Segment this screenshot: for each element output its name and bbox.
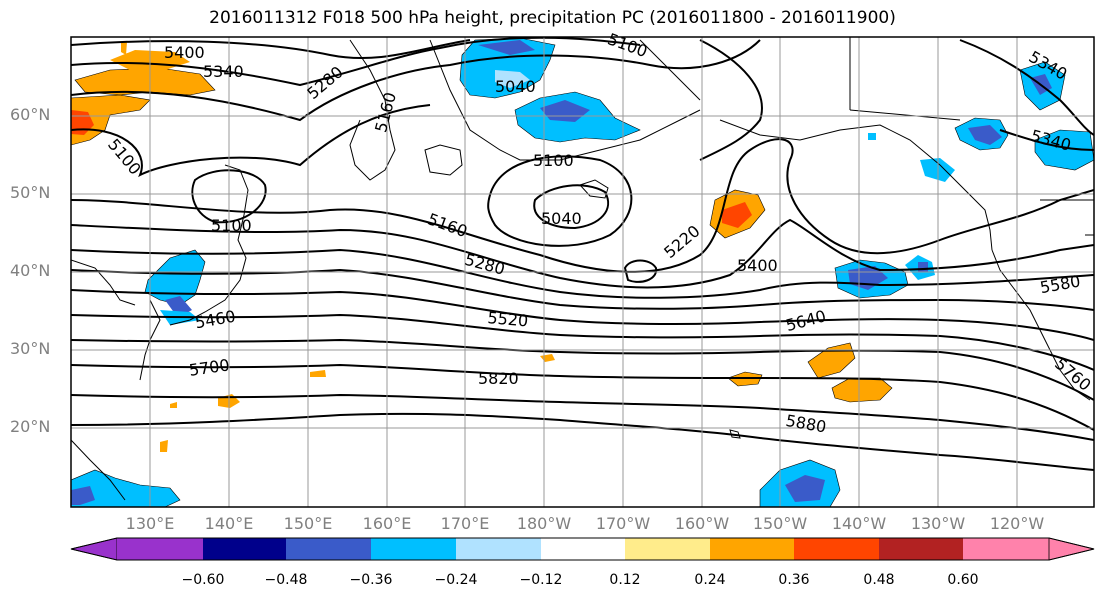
- lon-label: 150°E: [283, 514, 333, 533]
- lon-label: 160°E: [362, 514, 412, 533]
- height-contours: [71, 37, 1094, 471]
- lon-label: 160°W: [674, 514, 730, 533]
- colorbar-tick: 0.48: [863, 572, 895, 588]
- lon-label: 150°W: [752, 514, 808, 533]
- contour-label: 5820: [478, 369, 519, 388]
- map-title: 2016011312 F018 500 hPa height, precipit…: [209, 8, 896, 28]
- lat-label: 20°N: [10, 417, 51, 436]
- contour-label: 5400: [737, 256, 778, 275]
- colorbar-tick: 0.36: [778, 572, 810, 588]
- contour-label: 5040: [495, 77, 536, 96]
- lat-label: 40°N: [10, 261, 51, 280]
- colorbar-tick: 0.12: [609, 572, 641, 588]
- lon-label: 140°W: [831, 514, 887, 533]
- gridlines: [71, 37, 1094, 507]
- lat-label: 60°N: [10, 105, 51, 124]
- colorbar-tick: −0.24: [434, 572, 478, 588]
- colorbar-extend-low: [70, 537, 118, 561]
- lon-label: 180°W: [516, 514, 572, 533]
- colorbar-tick: 0.24: [694, 572, 726, 588]
- colorbar: [70, 537, 1095, 561]
- lon-label: 120°W: [989, 514, 1045, 533]
- colorbar-tick: −0.12: [519, 572, 563, 588]
- lon-label: 130°W: [910, 514, 966, 533]
- colorbar-tick: −0.48: [264, 572, 308, 588]
- map-border: [70, 36, 1095, 508]
- contour-label: 5340: [203, 62, 244, 81]
- lat-label: 50°N: [10, 183, 51, 202]
- contour-label: 5100: [211, 216, 252, 235]
- lon-label: 140°E: [204, 514, 254, 533]
- lon-label: 170°W: [595, 514, 651, 533]
- contour-label: 5520: [487, 308, 529, 330]
- colorbar-extend-high: [1048, 537, 1095, 561]
- contour-label: 5400: [164, 43, 205, 62]
- coastlines: [71, 37, 1094, 501]
- colorbar-tick: −0.60: [181, 572, 225, 588]
- lon-label: 130°E: [125, 514, 175, 533]
- lon-label: 170°E: [440, 514, 490, 533]
- colorbar-tick: 0.60: [947, 572, 979, 588]
- contour-label: 5040: [541, 209, 582, 228]
- contour-label: 5100: [533, 151, 574, 170]
- lat-label: 30°N: [10, 339, 51, 358]
- colorbar-tick: −0.36: [349, 572, 393, 588]
